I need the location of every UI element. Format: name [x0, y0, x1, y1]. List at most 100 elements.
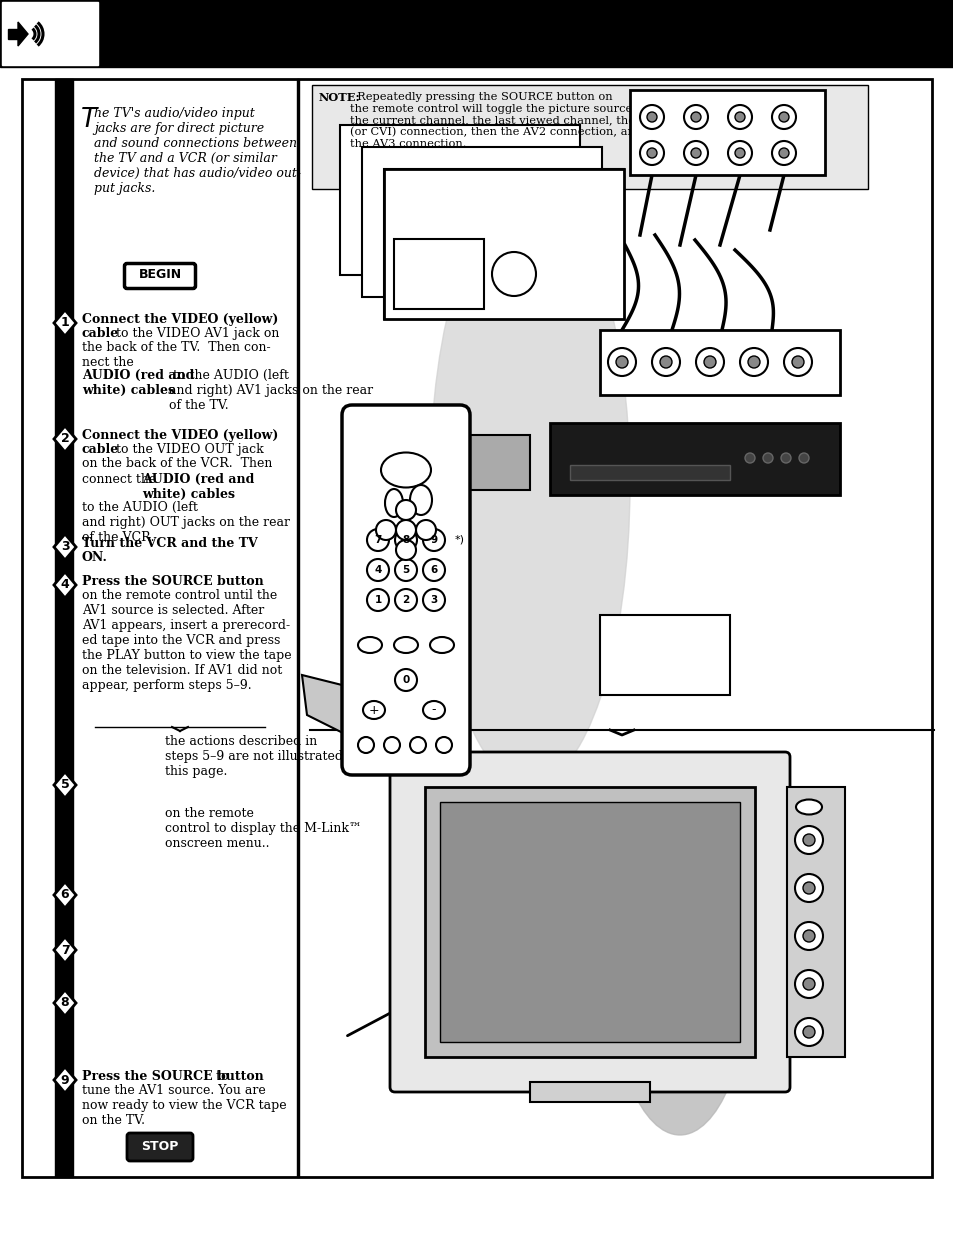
Circle shape	[651, 348, 679, 375]
Circle shape	[762, 453, 772, 463]
Bar	[2, 2, 98, 65]
Polygon shape	[54, 534, 76, 559]
Circle shape	[696, 348, 723, 375]
Text: 3: 3	[430, 595, 437, 605]
Text: to the AUDIO (left
and right) OUT jacks on the rear
of the VCR.: to the AUDIO (left and right) OUT jacks …	[82, 501, 290, 543]
Text: STOP: STOP	[141, 1140, 178, 1152]
Ellipse shape	[385, 489, 402, 517]
Polygon shape	[54, 990, 76, 1016]
Text: 8: 8	[402, 535, 409, 545]
Polygon shape	[54, 426, 76, 452]
Circle shape	[646, 148, 657, 158]
FancyBboxPatch shape	[390, 752, 789, 1092]
Text: he TV's audio/video input
jacks are for direct picture
and sound connections bet: he TV's audio/video input jacks are for …	[94, 107, 301, 195]
Ellipse shape	[363, 701, 385, 719]
Circle shape	[639, 105, 663, 128]
Bar	[629, 90, 824, 175]
Bar	[339, 125, 579, 275]
Text: Repeatedly pressing the SOURCE button on
the remote control will toggle the pict: Repeatedly pressing the SOURCE button on…	[350, 91, 671, 148]
Circle shape	[422, 529, 444, 551]
Text: 9: 9	[430, 535, 437, 545]
Text: the back of the TV.  Then con-
nect the: the back of the TV. Then con- nect the	[82, 341, 271, 369]
Circle shape	[416, 520, 436, 540]
Circle shape	[740, 348, 767, 375]
Text: 1: 1	[374, 595, 381, 605]
Polygon shape	[302, 676, 356, 735]
Text: cable: cable	[82, 443, 119, 456]
Circle shape	[794, 923, 822, 950]
Circle shape	[799, 453, 808, 463]
FancyBboxPatch shape	[125, 263, 195, 289]
Circle shape	[734, 112, 744, 122]
Circle shape	[357, 737, 374, 753]
Circle shape	[683, 141, 707, 165]
Circle shape	[771, 141, 795, 165]
Text: 2: 2	[61, 432, 70, 446]
Circle shape	[395, 500, 416, 520]
Text: cable: cable	[82, 327, 119, 340]
Bar	[361, 147, 601, 296]
Ellipse shape	[609, 795, 749, 1135]
Text: AUDIO (red and
white) cables: AUDIO (red and white) cables	[82, 369, 194, 396]
Circle shape	[690, 112, 700, 122]
Circle shape	[783, 348, 811, 375]
Text: 6: 6	[61, 888, 70, 902]
Circle shape	[436, 737, 452, 753]
Circle shape	[727, 141, 751, 165]
Circle shape	[367, 589, 389, 611]
Circle shape	[794, 874, 822, 902]
Circle shape	[395, 540, 416, 559]
Circle shape	[802, 834, 814, 846]
Text: 4: 4	[61, 578, 70, 592]
Circle shape	[771, 105, 795, 128]
Text: 3: 3	[61, 541, 70, 553]
Text: *): *)	[455, 535, 464, 545]
Circle shape	[683, 105, 707, 128]
Bar	[459, 435, 530, 490]
Circle shape	[794, 969, 822, 998]
Circle shape	[802, 1026, 814, 1037]
Bar	[599, 615, 729, 695]
Circle shape	[395, 529, 416, 551]
Circle shape	[744, 453, 754, 463]
Bar	[569, 466, 729, 480]
Text: Press the SOURCE button: Press the SOURCE button	[82, 1070, 263, 1083]
Text: Connect the VIDEO (yellow): Connect the VIDEO (yellow)	[82, 429, 278, 442]
Circle shape	[607, 348, 636, 375]
FancyBboxPatch shape	[341, 405, 470, 776]
Bar	[530, 1082, 649, 1102]
Circle shape	[794, 826, 822, 853]
Circle shape	[422, 559, 444, 580]
Circle shape	[703, 356, 716, 368]
Circle shape	[690, 148, 700, 158]
Circle shape	[395, 520, 416, 540]
Text: 5: 5	[61, 778, 70, 792]
Text: the actions described in
steps 5–9 are not illustrated on
this page.: the actions described in steps 5–9 are n…	[165, 735, 362, 778]
Text: 0: 0	[402, 676, 409, 685]
Circle shape	[779, 148, 788, 158]
Ellipse shape	[795, 799, 821, 815]
Circle shape	[794, 1018, 822, 1046]
Text: +: +	[368, 704, 379, 716]
Text: -: -	[432, 704, 436, 716]
Bar	[296, 79, 298, 1177]
Text: 8: 8	[61, 997, 70, 1009]
Text: 5: 5	[402, 564, 409, 576]
Text: on the remote control until the
AV1 source is selected. After
AV1 appears, inser: on the remote control until the AV1 sour…	[82, 589, 292, 692]
Circle shape	[616, 356, 627, 368]
Text: 7: 7	[374, 535, 381, 545]
Text: to the VIDEO AV1 jack on: to the VIDEO AV1 jack on	[112, 327, 279, 340]
Text: AUDIO (red and
white) cables: AUDIO (red and white) cables	[142, 473, 254, 501]
Ellipse shape	[357, 637, 381, 653]
Bar	[8, 28, 18, 40]
Circle shape	[659, 356, 671, 368]
Text: Turn the VCR and the TV: Turn the VCR and the TV	[82, 537, 257, 550]
Circle shape	[802, 978, 814, 990]
Circle shape	[492, 252, 536, 296]
Bar	[0, 0, 953, 67]
Circle shape	[802, 930, 814, 942]
Circle shape	[395, 669, 416, 692]
Text: 7: 7	[61, 944, 70, 956]
Text: 1: 1	[61, 316, 70, 330]
Circle shape	[791, 356, 803, 368]
